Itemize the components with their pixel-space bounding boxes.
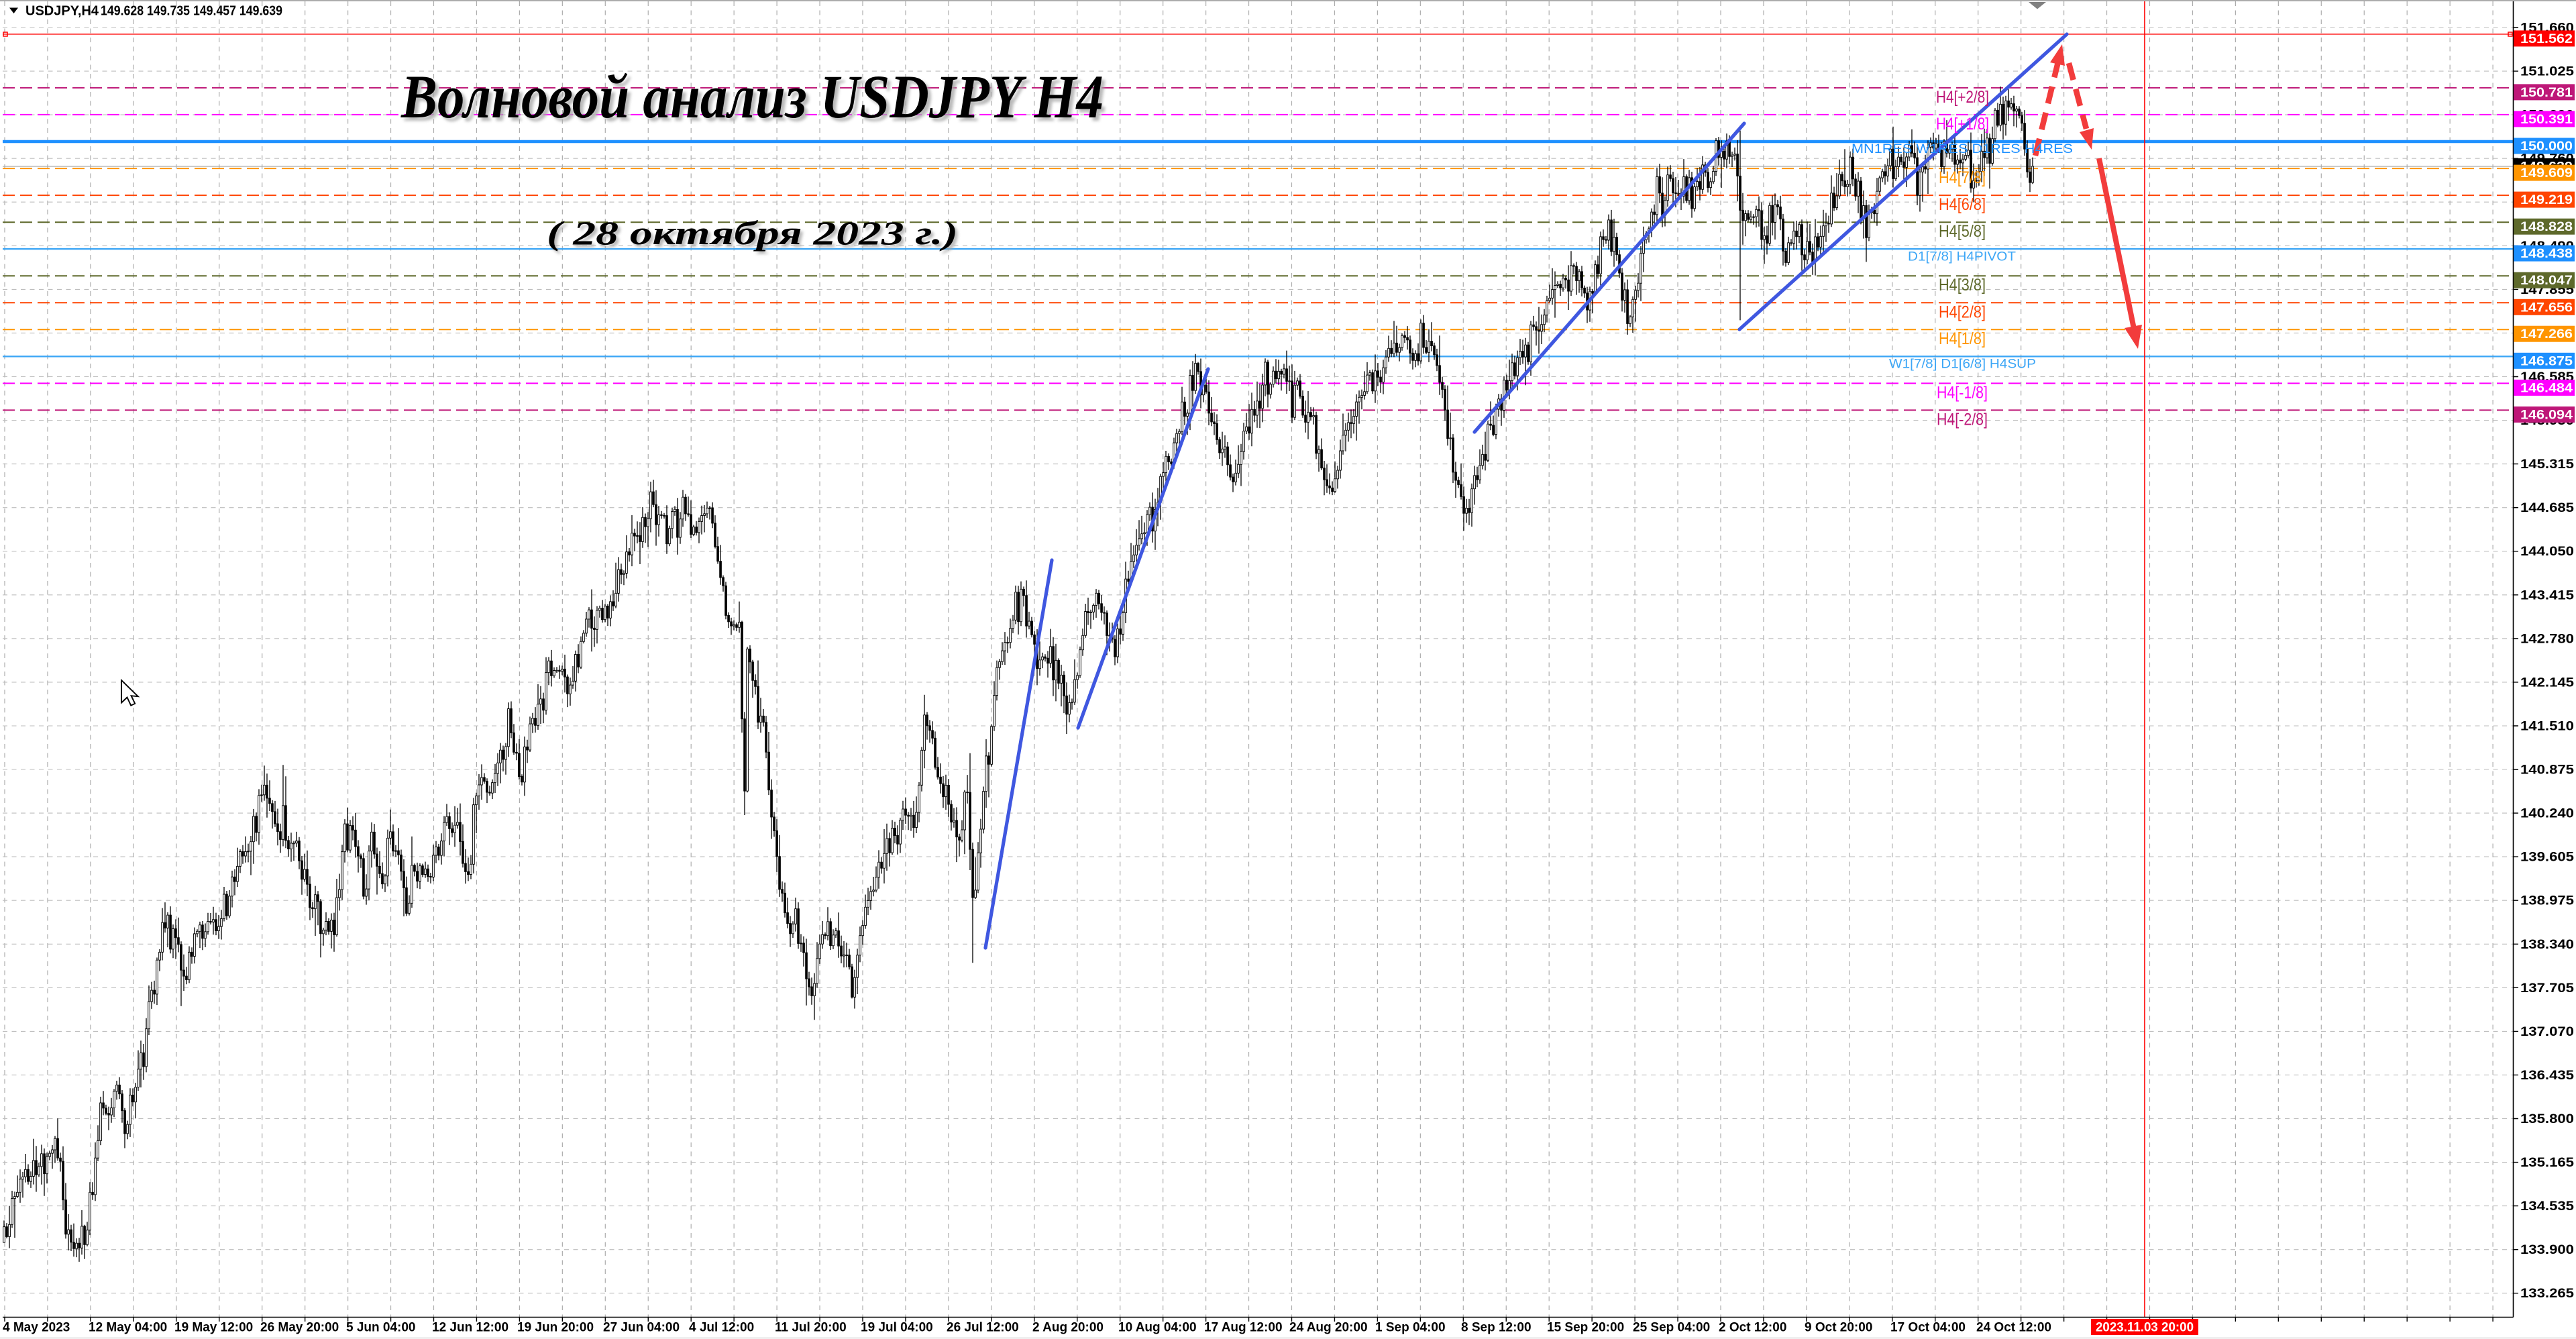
svg-text:26 Jul 12:00: 26 Jul 12:00 — [947, 1321, 1019, 1335]
svg-text:2023.11.03 20:00: 2023.11.03 20:00 — [2096, 1321, 2194, 1335]
svg-text:11 Jul 20:00: 11 Jul 20:00 — [775, 1321, 847, 1335]
svg-text:H4[5/8]: H4[5/8] — [1939, 222, 1986, 241]
svg-text:27 Jun 04:00: 27 Jun 04:00 — [603, 1321, 680, 1335]
svg-text:144.050: 144.050 — [2520, 545, 2574, 559]
svg-text:( 28 октября 2023 г.): ( 28 октября 2023 г.) — [547, 214, 958, 252]
svg-text:24 Aug 20:00: 24 Aug 20:00 — [1289, 1321, 1368, 1335]
svg-text:17 Aug 12:00: 17 Aug 12:00 — [1204, 1321, 1283, 1335]
svg-text:149.219: 149.219 — [2520, 193, 2573, 207]
svg-text:142.780: 142.780 — [2520, 632, 2574, 646]
svg-text:H4[1/8]: H4[1/8] — [1939, 329, 1986, 348]
svg-text:149.628 149.735 149.457 149.63: 149.628 149.735 149.457 149.639 — [101, 4, 282, 19]
svg-text:145.315: 145.315 — [2520, 458, 2574, 472]
svg-text:5 Jun 04:00: 5 Jun 04:00 — [346, 1321, 416, 1335]
svg-text:136.435: 136.435 — [2520, 1069, 2574, 1083]
svg-text:15 Sep 20:00: 15 Sep 20:00 — [1547, 1321, 1624, 1335]
svg-text:W1[7/8] D1[6/8] H4SUP: W1[7/8] D1[6/8] H4SUP — [1889, 358, 2036, 372]
svg-text:138.975: 138.975 — [2520, 894, 2574, 908]
svg-text:147.656: 147.656 — [2520, 301, 2573, 315]
svg-text:148.047: 148.047 — [2520, 274, 2573, 288]
svg-text:Волновой анализ USDJPY H4: Волновой анализ USDJPY H4 — [400, 62, 1104, 131]
svg-text:146.875: 146.875 — [2520, 354, 2573, 368]
svg-text:H4[3/8]: H4[3/8] — [1939, 276, 1986, 294]
svg-text:10 Aug 04:00: 10 Aug 04:00 — [1118, 1321, 1197, 1335]
svg-text:141.510: 141.510 — [2520, 720, 2574, 734]
svg-text:140.240: 140.240 — [2520, 807, 2574, 821]
svg-text:H4[-2/8]: H4[-2/8] — [1937, 410, 1988, 429]
svg-text:133.265: 133.265 — [2520, 1287, 2574, 1301]
svg-text:19 May 12:00: 19 May 12:00 — [174, 1321, 253, 1335]
svg-text:H4[6/8]: H4[6/8] — [1939, 195, 1986, 214]
svg-text:140.875: 140.875 — [2520, 763, 2574, 778]
svg-text:151.025: 151.025 — [2520, 65, 2574, 79]
svg-text:150.781: 150.781 — [2520, 86, 2573, 100]
svg-text:12 May 04:00: 12 May 04:00 — [89, 1321, 167, 1335]
svg-text:147.266: 147.266 — [2520, 327, 2573, 341]
svg-text:144.685: 144.685 — [2520, 501, 2574, 515]
svg-text:2 Aug 20:00: 2 Aug 20:00 — [1032, 1321, 1104, 1335]
svg-text:146.094: 146.094 — [2520, 408, 2573, 422]
svg-text:Волновой анализ USDJPY H4: Волновой анализ USDJPY H4 — [404, 66, 1107, 134]
svg-text:4 May 2023: 4 May 2023 — [3, 1321, 70, 1335]
svg-text:137.705: 137.705 — [2520, 981, 2574, 996]
svg-text:142.145: 142.145 — [2520, 676, 2574, 690]
svg-text:4 Jul 12:00: 4 Jul 12:00 — [689, 1321, 754, 1335]
svg-text:143.415: 143.415 — [2520, 588, 2574, 602]
svg-text:1 Sep 04:00: 1 Sep 04:00 — [1375, 1321, 1446, 1335]
svg-text:8 Sep 12:00: 8 Sep 12:00 — [1461, 1321, 1532, 1335]
svg-text:133.900: 133.900 — [2520, 1243, 2574, 1257]
svg-text:D1[7/8] H4PIVOT: D1[7/8] H4PIVOT — [1908, 250, 2016, 264]
svg-text:25 Sep 04:00: 25 Sep 04:00 — [1633, 1321, 1710, 1335]
svg-text:19 Jul 04:00: 19 Jul 04:00 — [861, 1321, 933, 1335]
svg-text:12 Jun 12:00: 12 Jun 12:00 — [432, 1321, 508, 1335]
svg-text:USDJPY,H4: USDJPY,H4 — [25, 4, 99, 19]
svg-text:H4[2/8]: H4[2/8] — [1939, 303, 1986, 321]
svg-text:H4[+2/8]: H4[+2/8] — [1936, 88, 1989, 107]
svg-text:MN1RES W1RES D1RES H4RES: MN1RES W1RES D1RES H4RES — [1851, 142, 2073, 156]
svg-text:2 Oct 12:00: 2 Oct 12:00 — [1719, 1321, 1786, 1335]
svg-text:( 28 октября 2023 г.): ( 28 октября 2023 г.) — [549, 217, 961, 254]
svg-text:146.484: 146.484 — [2520, 381, 2573, 395]
svg-text:150.000: 150.000 — [2520, 140, 2573, 154]
svg-text:17 Oct 04:00: 17 Oct 04:00 — [1890, 1321, 1966, 1335]
svg-text:139.605: 139.605 — [2520, 851, 2574, 865]
svg-text:9 Oct 20:00: 9 Oct 20:00 — [1805, 1321, 1872, 1335]
svg-text:135.800: 135.800 — [2520, 1112, 2574, 1126]
svg-text:150.391: 150.391 — [2520, 113, 2573, 127]
svg-text:134.535: 134.535 — [2520, 1199, 2574, 1214]
svg-text:137.070: 137.070 — [2520, 1025, 2574, 1039]
svg-text:H4[+1/8]: H4[+1/8] — [1936, 115, 1989, 133]
svg-text:148.438: 148.438 — [2520, 247, 2573, 261]
svg-text:19 Jun 20:00: 19 Jun 20:00 — [517, 1321, 594, 1335]
svg-text:151.562: 151.562 — [2520, 32, 2573, 46]
svg-text:135.165: 135.165 — [2520, 1156, 2574, 1170]
svg-text:H4[7/8]: H4[7/8] — [1939, 168, 1986, 187]
svg-text:26 May 20:00: 26 May 20:00 — [260, 1321, 339, 1335]
svg-text:148.828: 148.828 — [2520, 220, 2573, 234]
svg-text:H4[-1/8]: H4[-1/8] — [1937, 383, 1988, 402]
svg-text:24 Oct 12:00: 24 Oct 12:00 — [1976, 1321, 2051, 1335]
svg-text:149.609: 149.609 — [2520, 166, 2573, 180]
svg-text:138.340: 138.340 — [2520, 938, 2574, 952]
